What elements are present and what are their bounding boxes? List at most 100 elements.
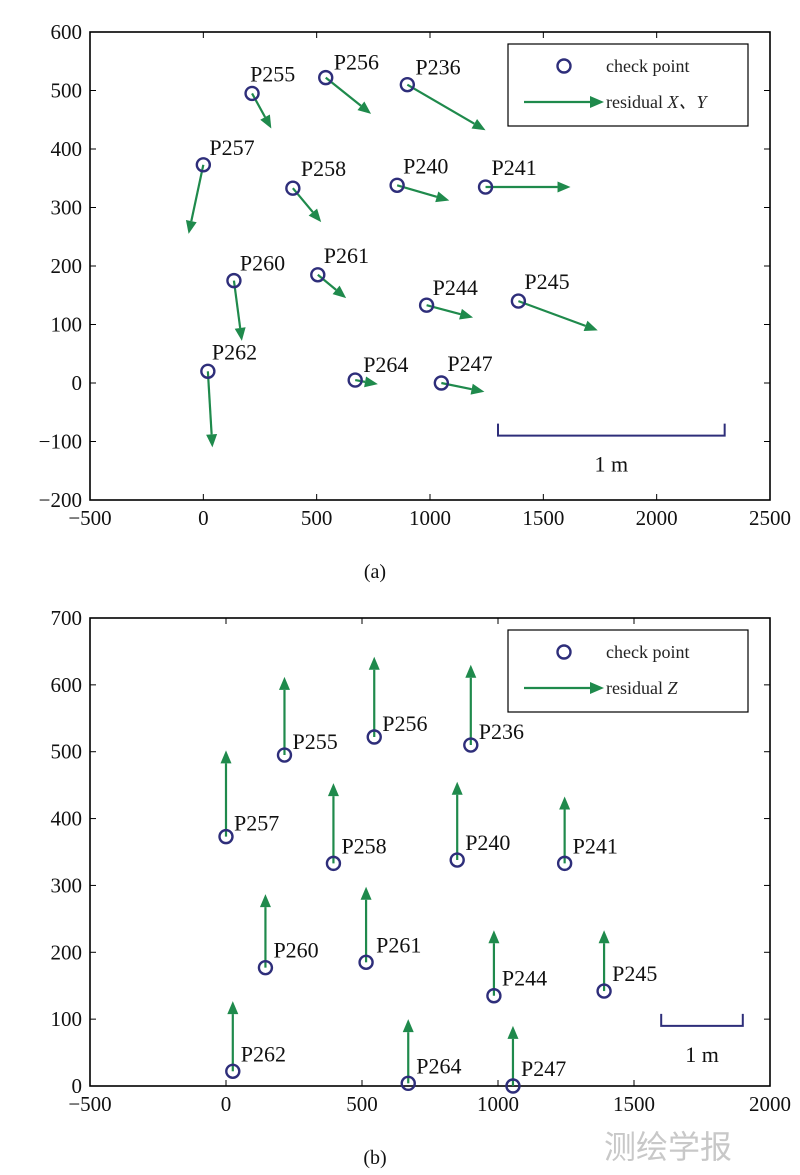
point-label-p244: P244 xyxy=(433,275,478,300)
check-point-p240 xyxy=(449,852,465,868)
y-tick-label: 100 xyxy=(51,313,83,337)
check-point-p256 xyxy=(318,69,334,86)
check-point-p255 xyxy=(244,85,260,102)
check-point-p256 xyxy=(366,729,382,745)
point-label-p247: P247 xyxy=(447,351,492,376)
x-tick-label: −500 xyxy=(68,506,111,530)
residual-arrowhead-p257 xyxy=(220,750,232,764)
check-point-p236 xyxy=(399,76,416,93)
check-point-p245 xyxy=(510,293,527,309)
point-label-p261: P261 xyxy=(324,243,369,268)
x-tick-label: 1500 xyxy=(613,1092,655,1116)
residual-arrowhead-p255 xyxy=(260,114,272,129)
point-label-p255: P255 xyxy=(292,729,337,754)
residual-arrowhead-p256 xyxy=(368,656,380,670)
point-label-p264: P264 xyxy=(416,1053,461,1078)
scale-bar-label: 1 m xyxy=(685,1042,719,1067)
residual-arrowhead-p262 xyxy=(206,434,218,448)
residual-arrowhead-p256 xyxy=(357,101,372,114)
y-tick-label: 100 xyxy=(51,1007,83,1031)
x-tick-label: 1000 xyxy=(477,1092,519,1116)
legend-residual-vars: X、Y xyxy=(666,92,708,112)
y-tick-label: 500 xyxy=(51,79,83,103)
point-label-p241: P241 xyxy=(573,833,618,858)
check-point-p245 xyxy=(596,983,612,999)
x-tick-label: 0 xyxy=(221,1092,232,1116)
x-tick-label: 2000 xyxy=(749,1092,791,1116)
check-point-p247 xyxy=(505,1078,521,1094)
point-label-p258: P258 xyxy=(301,156,346,181)
y-tick-label: 200 xyxy=(51,940,83,964)
check-point-p241 xyxy=(477,179,494,195)
check-point-p247 xyxy=(433,375,450,391)
point-label-p244: P244 xyxy=(502,966,547,991)
residual-arrowhead-p260 xyxy=(259,894,271,908)
x-tick-label: 2000 xyxy=(636,506,678,530)
point-label-p247: P247 xyxy=(521,1056,566,1081)
check-point-p240 xyxy=(389,177,405,193)
point-label-p255: P255 xyxy=(250,61,295,86)
check-point-p264 xyxy=(347,372,363,388)
residual-arrowhead-p258 xyxy=(308,208,322,223)
check-point-p258 xyxy=(325,855,342,872)
x-tick-label: 500 xyxy=(301,506,333,530)
legend-label-residual: residual X、Y xyxy=(606,92,708,112)
y-tick-label: 400 xyxy=(51,137,83,161)
legend-residual-prefix: residual xyxy=(606,678,667,698)
residual-arrow-p245 xyxy=(518,300,586,327)
check-point-p257 xyxy=(218,828,234,845)
point-label-p262: P262 xyxy=(241,1041,286,1066)
check-point-p262 xyxy=(200,363,216,379)
panel-b-residual-z: −500 0 500 1000 1500 200001002003004005006007… xyxy=(51,606,792,1169)
legend-box xyxy=(507,43,749,127)
check-point-p244 xyxy=(486,988,502,1004)
residual-arrowhead-p247 xyxy=(507,1025,519,1039)
point-label-p257: P257 xyxy=(209,135,254,160)
residual-arrowhead-p244 xyxy=(459,308,474,320)
y-tick-label: 0 xyxy=(72,371,83,395)
residual-arrow-p257 xyxy=(190,164,205,222)
point-label-p245: P245 xyxy=(612,961,657,986)
residual-arrowhead-p258 xyxy=(327,783,339,797)
legend-label-check-point: check point xyxy=(606,642,689,662)
legend-residual-vars: Z xyxy=(667,678,678,698)
x-tick-label: −500 xyxy=(68,1092,111,1116)
check-point-p255 xyxy=(276,747,293,763)
residual-arrowhead-p260 xyxy=(234,327,246,341)
residual-arrowhead-p240 xyxy=(451,781,463,795)
residual-arrowhead-p257 xyxy=(185,219,197,234)
residual-arrow-p255 xyxy=(251,92,267,118)
residual-arrowhead-p264 xyxy=(364,376,378,388)
point-label-p262: P262 xyxy=(212,339,257,364)
legend-label-residual: residual Z xyxy=(606,678,678,698)
x-tick-label: 1000 xyxy=(409,506,451,530)
check-point-p244 xyxy=(418,297,435,313)
residual-arrowhead-p244 xyxy=(488,930,500,944)
point-label-p264: P264 xyxy=(363,352,408,377)
legend-marker-icon xyxy=(556,58,572,74)
x-tick-label: 500 xyxy=(346,1092,378,1116)
residual-arrowhead-p261 xyxy=(332,285,347,299)
check-point-p261 xyxy=(310,267,326,283)
y-tick-label: 700 xyxy=(51,606,83,630)
legend-arrow-icon xyxy=(590,682,604,694)
panel-a-residual-xy: −500 0 500 1000 1500 2000 2500 −200 −100 0 100 200 3… xyxy=(39,20,791,583)
point-label-p256: P256 xyxy=(334,50,379,75)
legend-marker-icon xyxy=(556,644,572,660)
residual-arrow-p261 xyxy=(317,273,337,291)
panel-caption: (b) xyxy=(363,1147,386,1169)
x-tick-label: 1500 xyxy=(522,506,564,530)
y-tick-label: −100 xyxy=(39,430,82,454)
panel-caption: (a) xyxy=(364,561,386,583)
residual-arrow-p247 xyxy=(441,381,472,391)
point-label-p258: P258 xyxy=(341,833,386,858)
residual-arrowhead-p240 xyxy=(435,191,450,203)
residual-arrowhead-p247 xyxy=(470,383,485,395)
y-tick-label: 200 xyxy=(51,254,83,278)
check-point-p241 xyxy=(556,855,573,872)
plot-frame xyxy=(89,617,771,1087)
legend-residual-prefix: residual xyxy=(606,92,667,112)
point-label-p261: P261 xyxy=(376,932,421,957)
residual-arrowhead-p261 xyxy=(360,886,372,900)
